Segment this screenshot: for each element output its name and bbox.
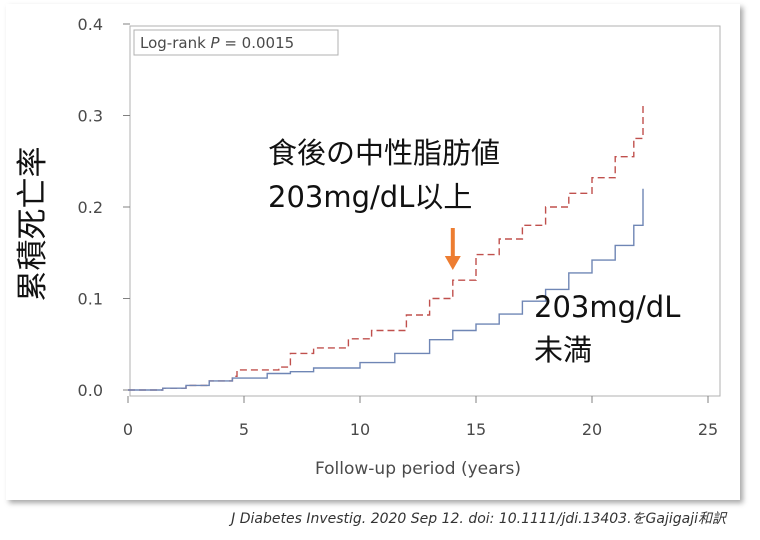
km-chart: Log-rank P = 0.0015 0 5 10 15 20 25 0.0 0.1 0.2…	[15, 15, 721, 479]
x-tick-label: 15	[466, 420, 486, 439]
y-tick-label: 0.3	[78, 107, 103, 126]
x-tick-label: 20	[582, 420, 602, 439]
logrank-box	[133, 29, 339, 56]
y-axis: 0.0 0.1 0.2 0.3 0.4	[78, 15, 130, 400]
x-tick-label: 10	[350, 420, 370, 439]
low-group-label-line2: 未満	[534, 333, 592, 367]
y-tick-label: 0.2	[78, 198, 103, 217]
y-tick-label: 0.0	[78, 381, 103, 400]
arrow-head	[444, 256, 461, 270]
x-tick-label: 25	[698, 420, 718, 439]
series-line-low-tg	[128, 188, 644, 391]
down-arrow-icon	[444, 228, 461, 270]
x-tick-label: 5	[239, 420, 249, 439]
plot-frame	[129, 25, 721, 397]
y-axis-title: 累積死亡率	[15, 147, 51, 302]
x-tick-label: 0	[123, 420, 133, 439]
citation-text: J Diabetes Investig. 2020 Sep 12. doi: 1…	[231, 511, 726, 527]
series-layer	[128, 104, 644, 391]
high-group-label-line1: 食後の中性脂肪値	[268, 136, 500, 170]
x-axis-title: Follow-up period (years)	[315, 459, 521, 479]
y-tick-label: 0.1	[78, 290, 103, 309]
x-axis: 0 5 10 15 20 25	[123, 396, 718, 439]
y-tick-label: 0.4	[78, 15, 103, 34]
high-group-label-line2: 203mg/dL以上	[268, 180, 472, 214]
logrank-text: Log-rank P = 0.0015	[140, 34, 294, 52]
chart-figure: Log-rank P = 0.0015 0 5 10 15 20 25 0.0 0.1 0.2…	[6, 4, 740, 500]
low-group-label-line1: 203mg/dL	[534, 290, 680, 324]
